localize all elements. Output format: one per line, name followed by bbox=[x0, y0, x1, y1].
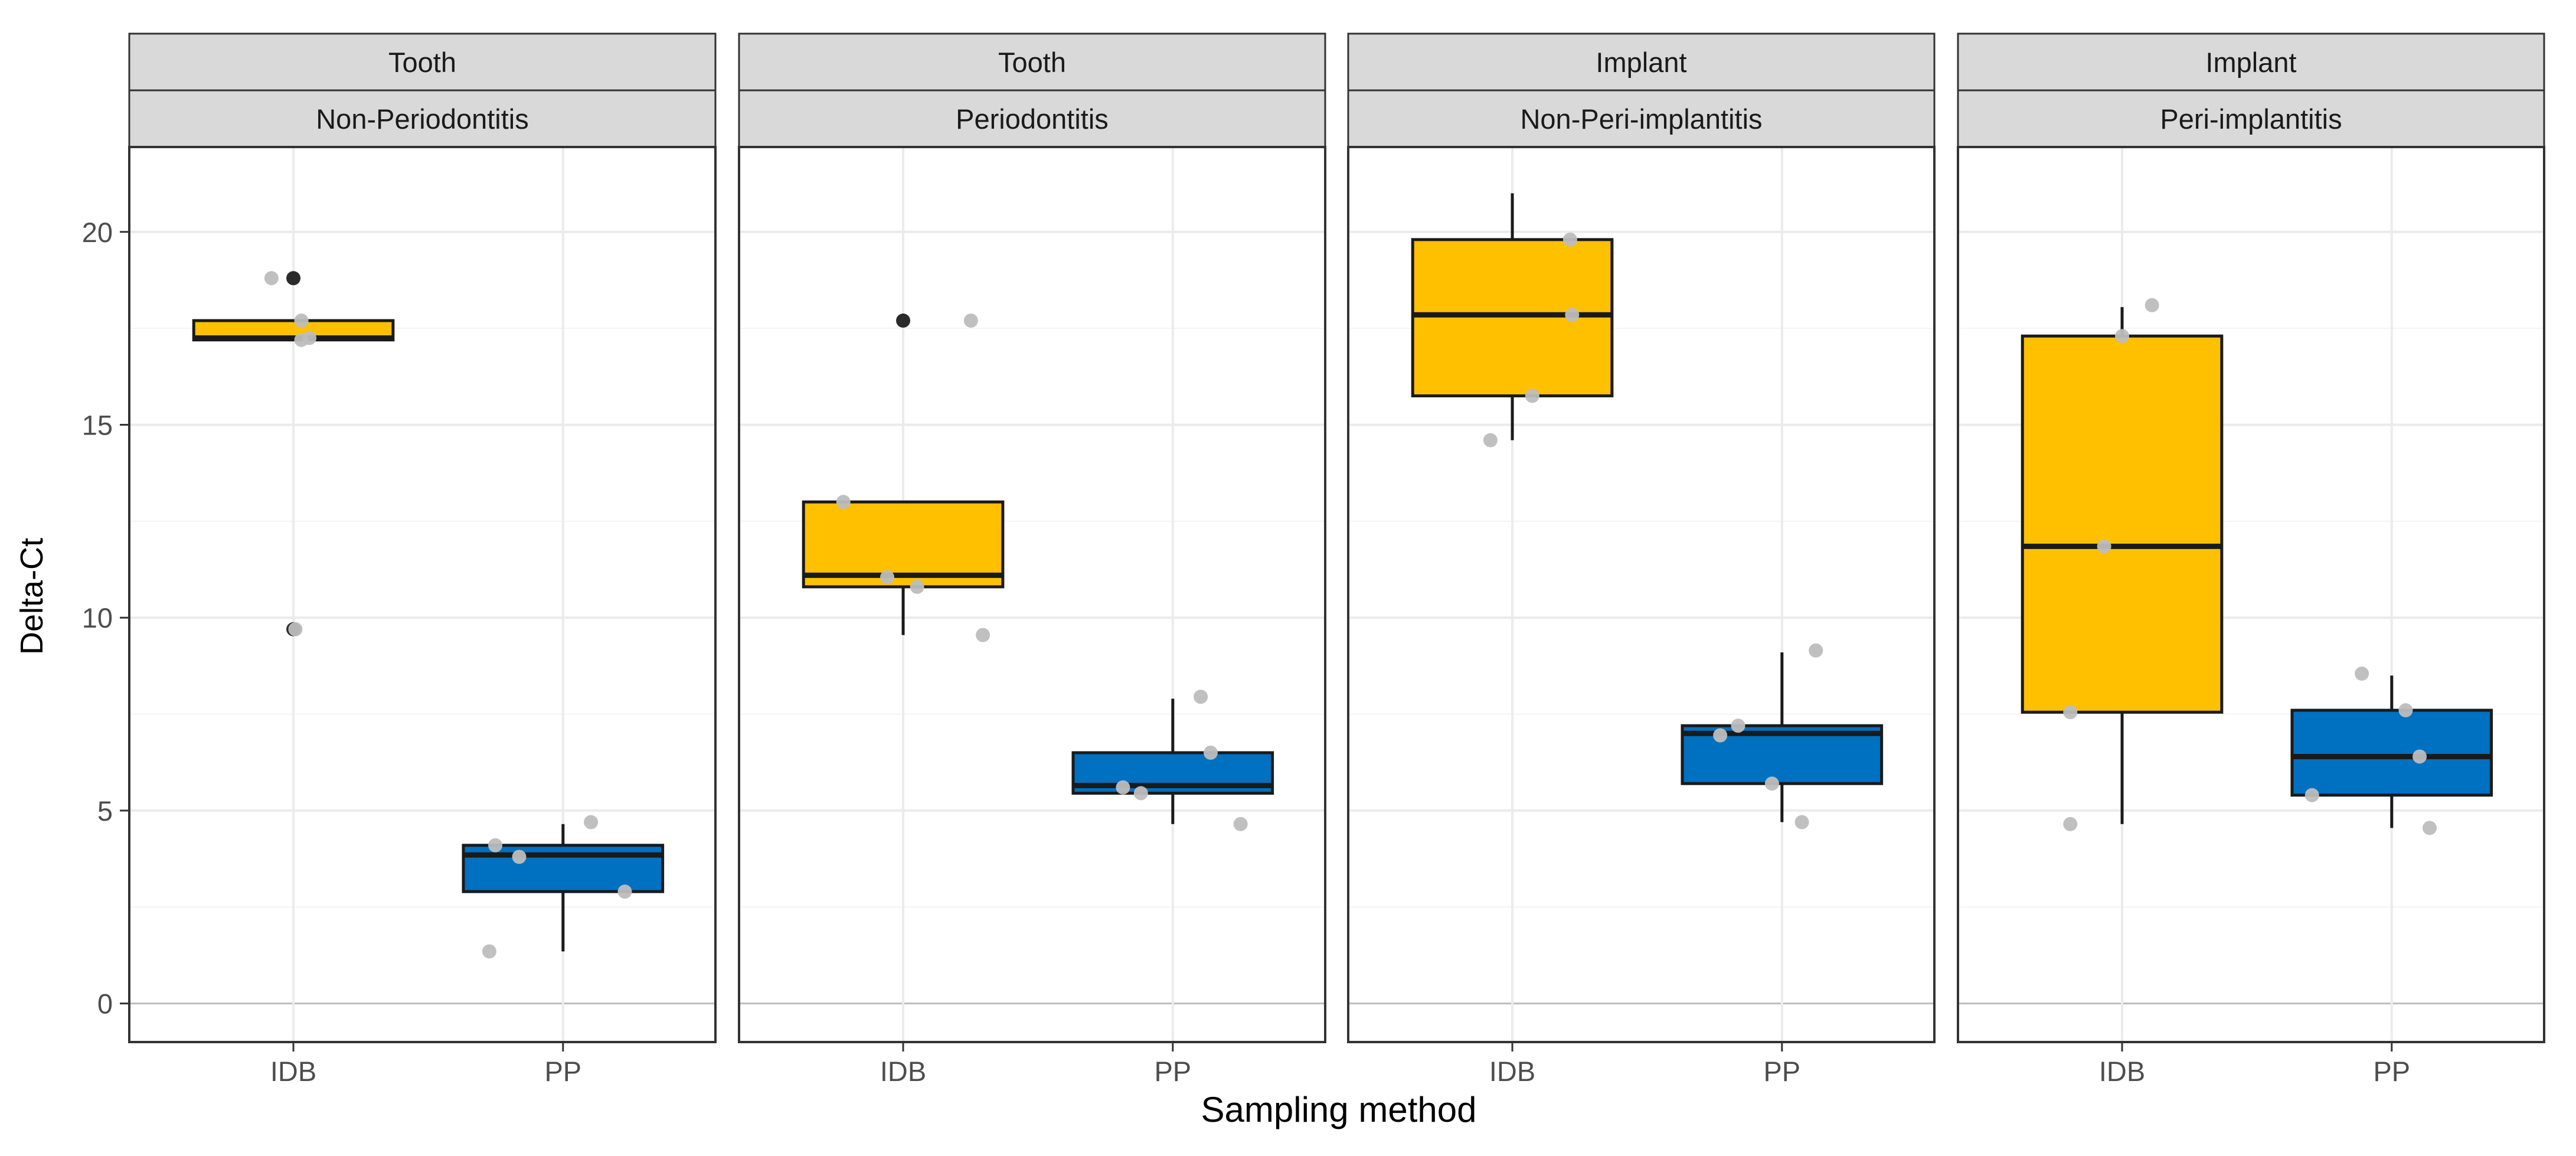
box-pp bbox=[1681, 643, 1884, 830]
axes: Delta-Ct Sampling method 0 5 10 15 20 bbox=[14, 217, 1476, 1129]
jitter-point bbox=[976, 628, 990, 642]
x-tick-label: IDB bbox=[270, 1056, 316, 1087]
facet-strip-top bbox=[128, 32, 717, 92]
y-tick-label: 0 bbox=[97, 988, 113, 1020]
jitter-point bbox=[963, 314, 978, 328]
jitter-point bbox=[880, 570, 895, 584]
y-tick-label: 20 bbox=[82, 217, 113, 248]
facet-label-bottom: Peri-implantitis bbox=[2160, 103, 2342, 135]
facet-label-top: Implant bbox=[2205, 47, 2296, 78]
facet-label-bottom: Periodontitis bbox=[956, 103, 1109, 135]
box-pp bbox=[2290, 666, 2493, 835]
jitter-point bbox=[482, 944, 496, 959]
x-tick-label: PP bbox=[1763, 1056, 1800, 1087]
box-idb bbox=[192, 271, 395, 636]
jitter-point bbox=[617, 884, 632, 899]
facet-label-top: Tooth bbox=[388, 47, 456, 78]
jitter-point bbox=[2145, 298, 2159, 312]
jitter-point bbox=[836, 495, 851, 510]
facet-label-top: Implant bbox=[1596, 47, 1686, 78]
x-tick-label: IDB bbox=[1489, 1056, 1535, 1087]
jitter-point bbox=[1562, 232, 1577, 247]
jitter-point bbox=[2422, 821, 2437, 835]
panel-border bbox=[1347, 146, 1936, 1043]
facet-strip-bottom bbox=[738, 89, 1326, 148]
jitter-point bbox=[2063, 705, 2078, 720]
box-rect bbox=[2021, 334, 2224, 714]
panel-border bbox=[128, 146, 717, 1043]
facet-label-top: Tooth bbox=[998, 47, 1066, 78]
x-tick-label: PP bbox=[2373, 1056, 2410, 1087]
jitter-point bbox=[1116, 780, 1130, 795]
jitter-point bbox=[1525, 388, 1539, 403]
jitter-point bbox=[1794, 815, 1809, 830]
box-idb bbox=[1411, 193, 1614, 448]
facet-strip-bottom bbox=[128, 89, 717, 148]
y-tick-label: 15 bbox=[82, 409, 113, 440]
jitter-point bbox=[1203, 745, 1218, 760]
y-axis-label: Delta-Ct bbox=[14, 538, 50, 655]
jitter-point bbox=[2355, 666, 2369, 681]
box-idb bbox=[2021, 298, 2224, 831]
jitter-point bbox=[294, 314, 309, 328]
outlier-point bbox=[286, 271, 301, 286]
facet-panel: Tooth Periodontitis IDB PP bbox=[738, 32, 1326, 1087]
x-tick-label: PP bbox=[544, 1056, 581, 1087]
panel-background bbox=[739, 147, 1325, 1042]
facet-panel: Implant Peri-implantitis IDB PP bbox=[1957, 32, 2545, 1087]
jitter-point bbox=[1809, 643, 1823, 658]
outlier-point bbox=[896, 314, 911, 328]
jitter-point bbox=[1133, 786, 1148, 801]
jitter-point bbox=[2412, 749, 2427, 764]
jitter-point bbox=[1483, 433, 1498, 448]
facet-label-bottom: Non-Periodontitis bbox=[316, 103, 529, 135]
x-tick-label: IDB bbox=[2099, 1056, 2145, 1087]
facet-strip-bottom bbox=[1347, 89, 1936, 148]
box-rect bbox=[1411, 238, 1614, 397]
y-tick-label: 5 bbox=[97, 795, 113, 827]
x-axis-label: Sampling method bbox=[1201, 1090, 1477, 1129]
jitter-point bbox=[584, 815, 599, 830]
panel-border bbox=[738, 146, 1326, 1043]
box-rect bbox=[462, 844, 665, 893]
box-pp bbox=[462, 815, 665, 959]
box-pp bbox=[1071, 690, 1274, 831]
facet-strip-top bbox=[738, 32, 1326, 92]
jitter-point bbox=[1713, 728, 1728, 743]
jitter-point bbox=[1233, 817, 1248, 831]
jitter-point bbox=[910, 579, 924, 594]
jitter-point bbox=[1565, 308, 1580, 322]
jitter-point bbox=[264, 271, 279, 286]
facet-panel: Tooth Non-Periodontitis IDB PP bbox=[128, 32, 717, 1087]
panel-background bbox=[129, 147, 715, 1042]
panel-border bbox=[1957, 146, 2545, 1043]
jitter-point bbox=[1194, 690, 1208, 704]
jitter-point bbox=[488, 838, 503, 853]
jitter-point bbox=[512, 850, 527, 864]
jitter-point bbox=[1731, 719, 1745, 733]
jitter-point bbox=[2115, 329, 2130, 344]
box-idb bbox=[802, 314, 1005, 642]
y-tick-label: 10 bbox=[82, 602, 113, 633]
box-rect bbox=[2290, 708, 2493, 797]
jitter-point bbox=[302, 331, 317, 345]
jitter-point bbox=[2097, 539, 2111, 554]
x-tick-label: PP bbox=[1154, 1056, 1191, 1087]
x-tick-label: IDB bbox=[880, 1056, 926, 1087]
jitter-point bbox=[2063, 817, 2078, 831]
jitter-point bbox=[288, 622, 303, 636]
facet-strip-bottom bbox=[1957, 89, 2545, 148]
jitter-point bbox=[1764, 776, 1779, 791]
facet-panel: Implant Non-Peri-implantitis IDB PP bbox=[1347, 32, 1936, 1087]
jitter-point bbox=[2304, 788, 2319, 802]
facet-panels: Tooth Non-Periodontitis IDB PP Tooth Periodon… bbox=[128, 32, 2545, 1087]
jitter-point bbox=[2398, 703, 2413, 718]
facet-label-bottom: Non-Peri-implantitis bbox=[1520, 103, 1762, 135]
